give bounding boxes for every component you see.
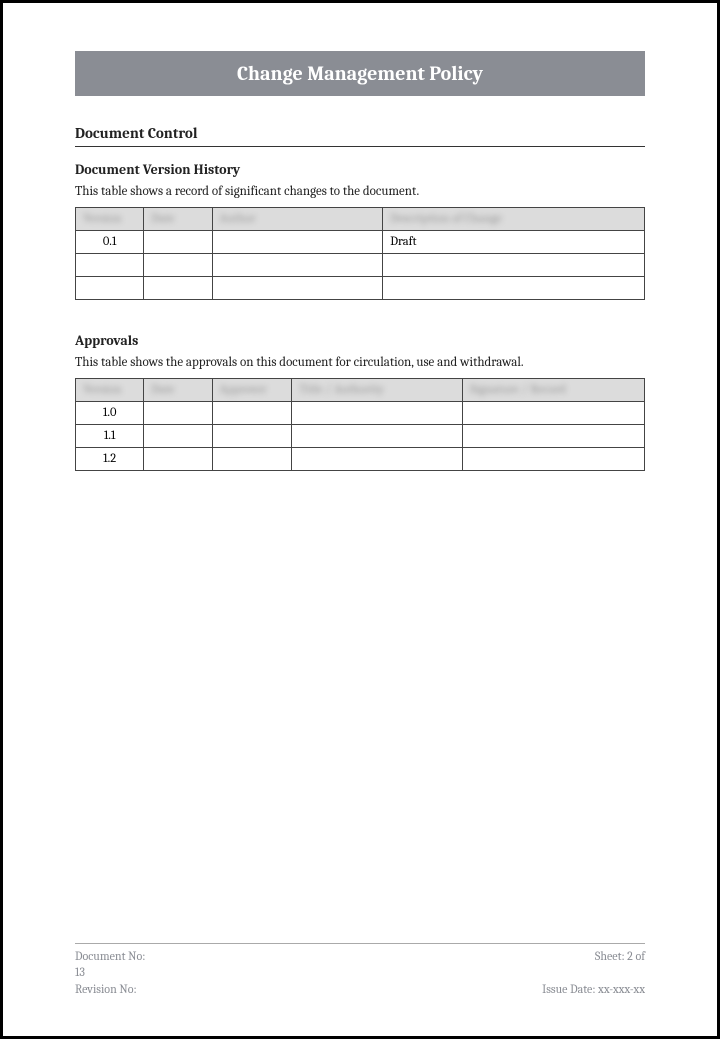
table-row: 1.1 [76,425,645,448]
table-cell [212,231,383,254]
footer-revision: Revision No: [75,981,137,998]
table-header-cell: Date [144,208,212,231]
version-history-table: VersionDateAuthorDescription of Change 0… [75,207,645,300]
table-cell: 1.2 [76,448,144,471]
table-cell [76,254,144,277]
document-page: Change Management Policy Document Contro… [3,3,717,471]
table-cell: 1.0 [76,402,144,425]
table-header-row: VersionDateApproverTitle / AuthoritySign… [76,379,645,402]
section-document-control: Document Control [75,124,645,147]
table-cell [212,402,292,425]
table-cell [144,277,212,300]
table-cell [292,425,463,448]
table-header-cell: Signature / Record [462,379,644,402]
approvals-table: VersionDateApproverTitle / AuthoritySign… [75,378,645,471]
table-cell [212,254,383,277]
table-header-cell: Date [144,379,212,402]
footer-row: Document No: Sheet: 2 of [75,948,645,965]
table-cell [144,425,212,448]
table-cell [383,277,645,300]
table-cell [144,448,212,471]
table-cell [462,448,644,471]
section-approvals-desc: This table shows the approvals on this d… [75,355,645,370]
table-row: 1.2 [76,448,645,471]
table-cell [76,277,144,300]
title-bar: Change Management Policy [75,51,645,96]
footer-doc-no: Document No: [75,948,145,965]
footer-row: 13 [75,964,645,981]
table-cell [462,425,644,448]
footer-row: Revision No: Issue Date: xx-xxx-xx [75,981,645,998]
table-cell: Draft [383,231,645,254]
footer-sheet: Sheet: 2 of [595,948,645,965]
table-header-cell: Version [76,208,144,231]
table-header-cell: Description of Change [383,208,645,231]
section-version-history-desc: This table shows a record of significant… [75,184,645,199]
table-cell [462,402,644,425]
table-cell [383,254,645,277]
table-cell [212,277,383,300]
table-header-cell: Title / Authority [292,379,463,402]
table-cell [144,231,212,254]
page-title: Change Management Policy [237,62,483,85]
table-header-row: VersionDateAuthorDescription of Change [76,208,645,231]
table-header-cell: Version [76,379,144,402]
section-version-history-heading: Document Version History [75,161,645,178]
table-row [76,277,645,300]
table-header-cell: Approver [212,379,292,402]
table-row: 1.0 [76,402,645,425]
table-cell [292,448,463,471]
table-cell [144,402,212,425]
footer-page-total: 13 [75,964,85,981]
page-footer: Document No: Sheet: 2 of 13 Revision No:… [75,943,645,998]
table-cell [212,425,292,448]
table-row: 0.1 Draft [76,231,645,254]
section-approvals-heading: Approvals [75,332,645,349]
table-cell [144,254,212,277]
table-cell: 1.1 [76,425,144,448]
table-cell [292,402,463,425]
table-row [76,254,645,277]
footer-issue-date: Issue Date: xx-xxx-xx [542,981,645,998]
table-cell [212,448,292,471]
table-header-cell: Author [212,208,383,231]
table-cell: 0.1 [76,231,144,254]
